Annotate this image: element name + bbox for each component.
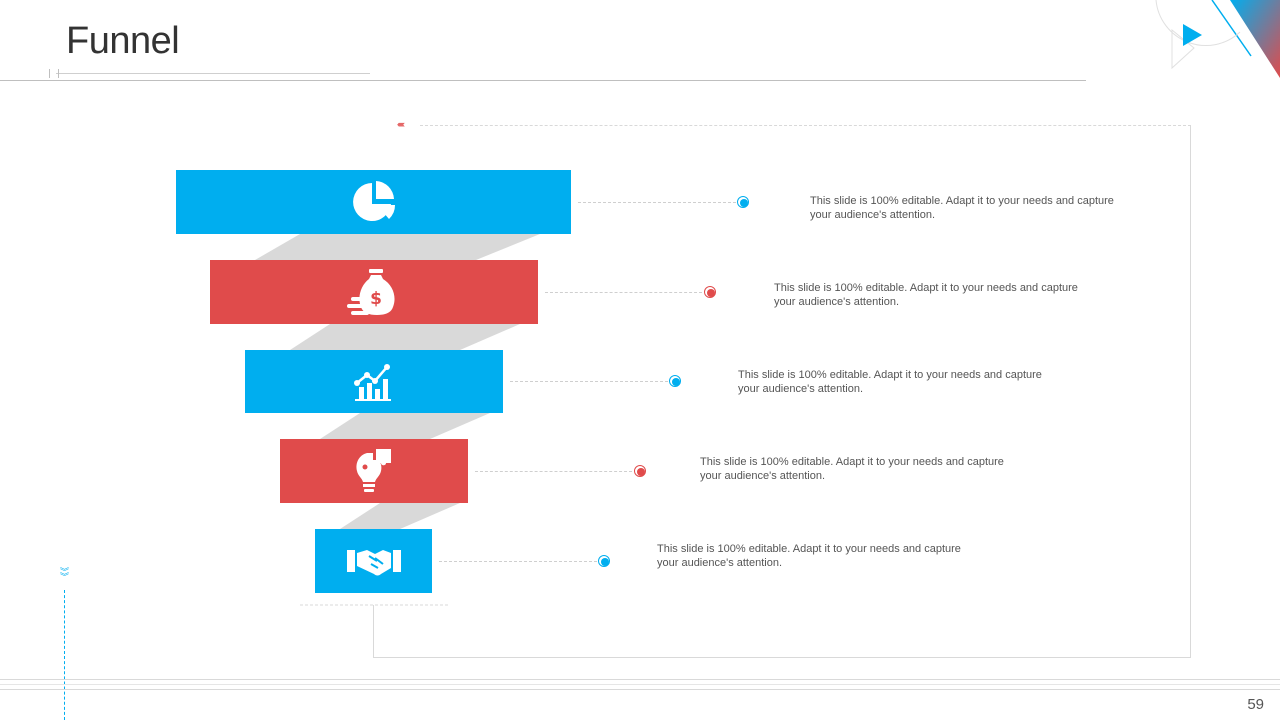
- left-vertical-dashed-line: [64, 590, 65, 720]
- stage-2-connector: [545, 292, 702, 293]
- stage-2-description: This slide is 100% editable. Adapt it to…: [774, 282, 1078, 308]
- footer-line-3: [0, 689, 1280, 690]
- page-number: 59: [1247, 696, 1264, 713]
- funnel-shadow: [255, 234, 540, 606]
- header-tick-marks: [49, 69, 59, 78]
- header-divider: [0, 80, 1086, 81]
- stage-4-description: This slide is 100% editable. Adapt it to…: [700, 456, 1004, 482]
- funnel-stage-1-bar: [176, 170, 571, 234]
- content-frame: [373, 125, 1191, 658]
- chevrons-down-icon: ︾ ︾: [60, 567, 70, 582]
- stage-1-connector: [578, 202, 736, 203]
- growth-chart-icon: [354, 363, 391, 401]
- stage-3-description: This slide is 100% editable. Adapt it to…: [738, 369, 1042, 395]
- stage-4-marker: [634, 465, 646, 477]
- frame-top-dashed-line: [420, 125, 1191, 126]
- footer-line-2: [0, 684, 1280, 685]
- idea-bulb-puzzle-icon: [356, 449, 391, 492]
- footer-line-1: [0, 679, 1280, 680]
- handshake-icon: [346, 550, 401, 576]
- funnel-stage-5-bar: [315, 529, 432, 593]
- pie-chart-icon: [352, 181, 395, 221]
- money-bag-icon: $: [347, 269, 395, 315]
- stage-2-marker: [704, 286, 716, 298]
- chevrons-left-icon: ‹‹‹‹‹‹: [397, 119, 405, 129]
- stage-4-connector: [475, 471, 632, 472]
- stage-1-marker: [737, 196, 749, 208]
- page-title: Funnel: [66, 20, 180, 62]
- frame-left-edge: [373, 605, 374, 658]
- funnel-stage-3-bar: [245, 350, 503, 413]
- corner-decoration: [1155, 0, 1280, 78]
- stage-1-description: This slide is 100% editable. Adapt it to…: [810, 195, 1114, 221]
- stage-5-description: This slide is 100% editable. Adapt it to…: [657, 543, 961, 569]
- stage-3-connector: [510, 381, 668, 382]
- stage-5-connector: [439, 561, 597, 562]
- stage-5-marker: [598, 555, 610, 567]
- header-accent-line: [56, 73, 370, 74]
- funnel-stage-2-bar: $: [210, 260, 538, 324]
- stage-3-marker: [669, 375, 681, 387]
- funnel-stage-4-bar: [280, 439, 468, 503]
- svg-text:$: $: [370, 289, 382, 309]
